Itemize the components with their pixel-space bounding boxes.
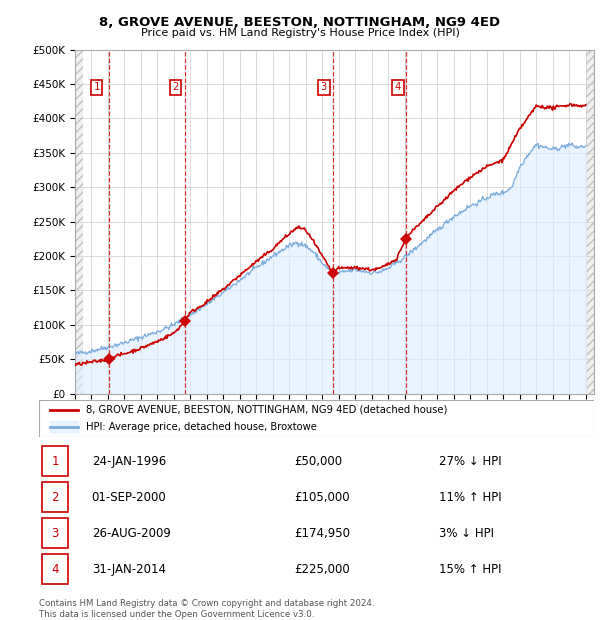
Bar (42, 446, 68, 476)
Text: 8, GROVE AVENUE, BEESTON, NOTTINGHAM, NG9 4ED (detached house): 8, GROVE AVENUE, BEESTON, NOTTINGHAM, NG… (86, 405, 448, 415)
Text: £105,000: £105,000 (295, 491, 350, 503)
Text: 26-AUG-2009: 26-AUG-2009 (92, 527, 170, 539)
Text: 11% ↑ HPI: 11% ↑ HPI (439, 491, 501, 503)
Bar (42, 482, 68, 512)
Text: 27% ↓ HPI: 27% ↓ HPI (439, 455, 501, 467)
Text: 4: 4 (395, 82, 401, 92)
Text: 15% ↑ HPI: 15% ↑ HPI (439, 563, 501, 575)
Text: 24-JAN-1996: 24-JAN-1996 (92, 455, 166, 467)
Text: 2: 2 (52, 491, 59, 503)
Text: 3: 3 (320, 82, 327, 92)
Text: Price paid vs. HM Land Registry's House Price Index (HPI): Price paid vs. HM Land Registry's House … (140, 28, 460, 38)
Bar (42, 518, 68, 548)
Text: 3% ↓ HPI: 3% ↓ HPI (439, 527, 494, 539)
Text: Contains HM Land Registry data © Crown copyright and database right 2024.
This d: Contains HM Land Registry data © Crown c… (39, 600, 374, 619)
Text: £50,000: £50,000 (295, 455, 343, 467)
Bar (75, 50, 83, 394)
Text: 1: 1 (52, 455, 59, 467)
Text: 1: 1 (93, 82, 100, 92)
Text: 01-SEP-2000: 01-SEP-2000 (92, 491, 166, 503)
Text: 31-JAN-2014: 31-JAN-2014 (92, 563, 166, 575)
Text: £174,950: £174,950 (295, 527, 350, 539)
Bar (42, 554, 68, 584)
Text: HPI: Average price, detached house, Broxtowe: HPI: Average price, detached house, Brox… (86, 422, 317, 432)
Bar (586, 50, 594, 394)
Text: 8, GROVE AVENUE, BEESTON, NOTTINGHAM, NG9 4ED: 8, GROVE AVENUE, BEESTON, NOTTINGHAM, NG… (100, 16, 500, 29)
Text: 4: 4 (52, 563, 59, 575)
Text: 2: 2 (172, 82, 179, 92)
Text: £225,000: £225,000 (295, 563, 350, 575)
Text: 3: 3 (52, 527, 59, 539)
